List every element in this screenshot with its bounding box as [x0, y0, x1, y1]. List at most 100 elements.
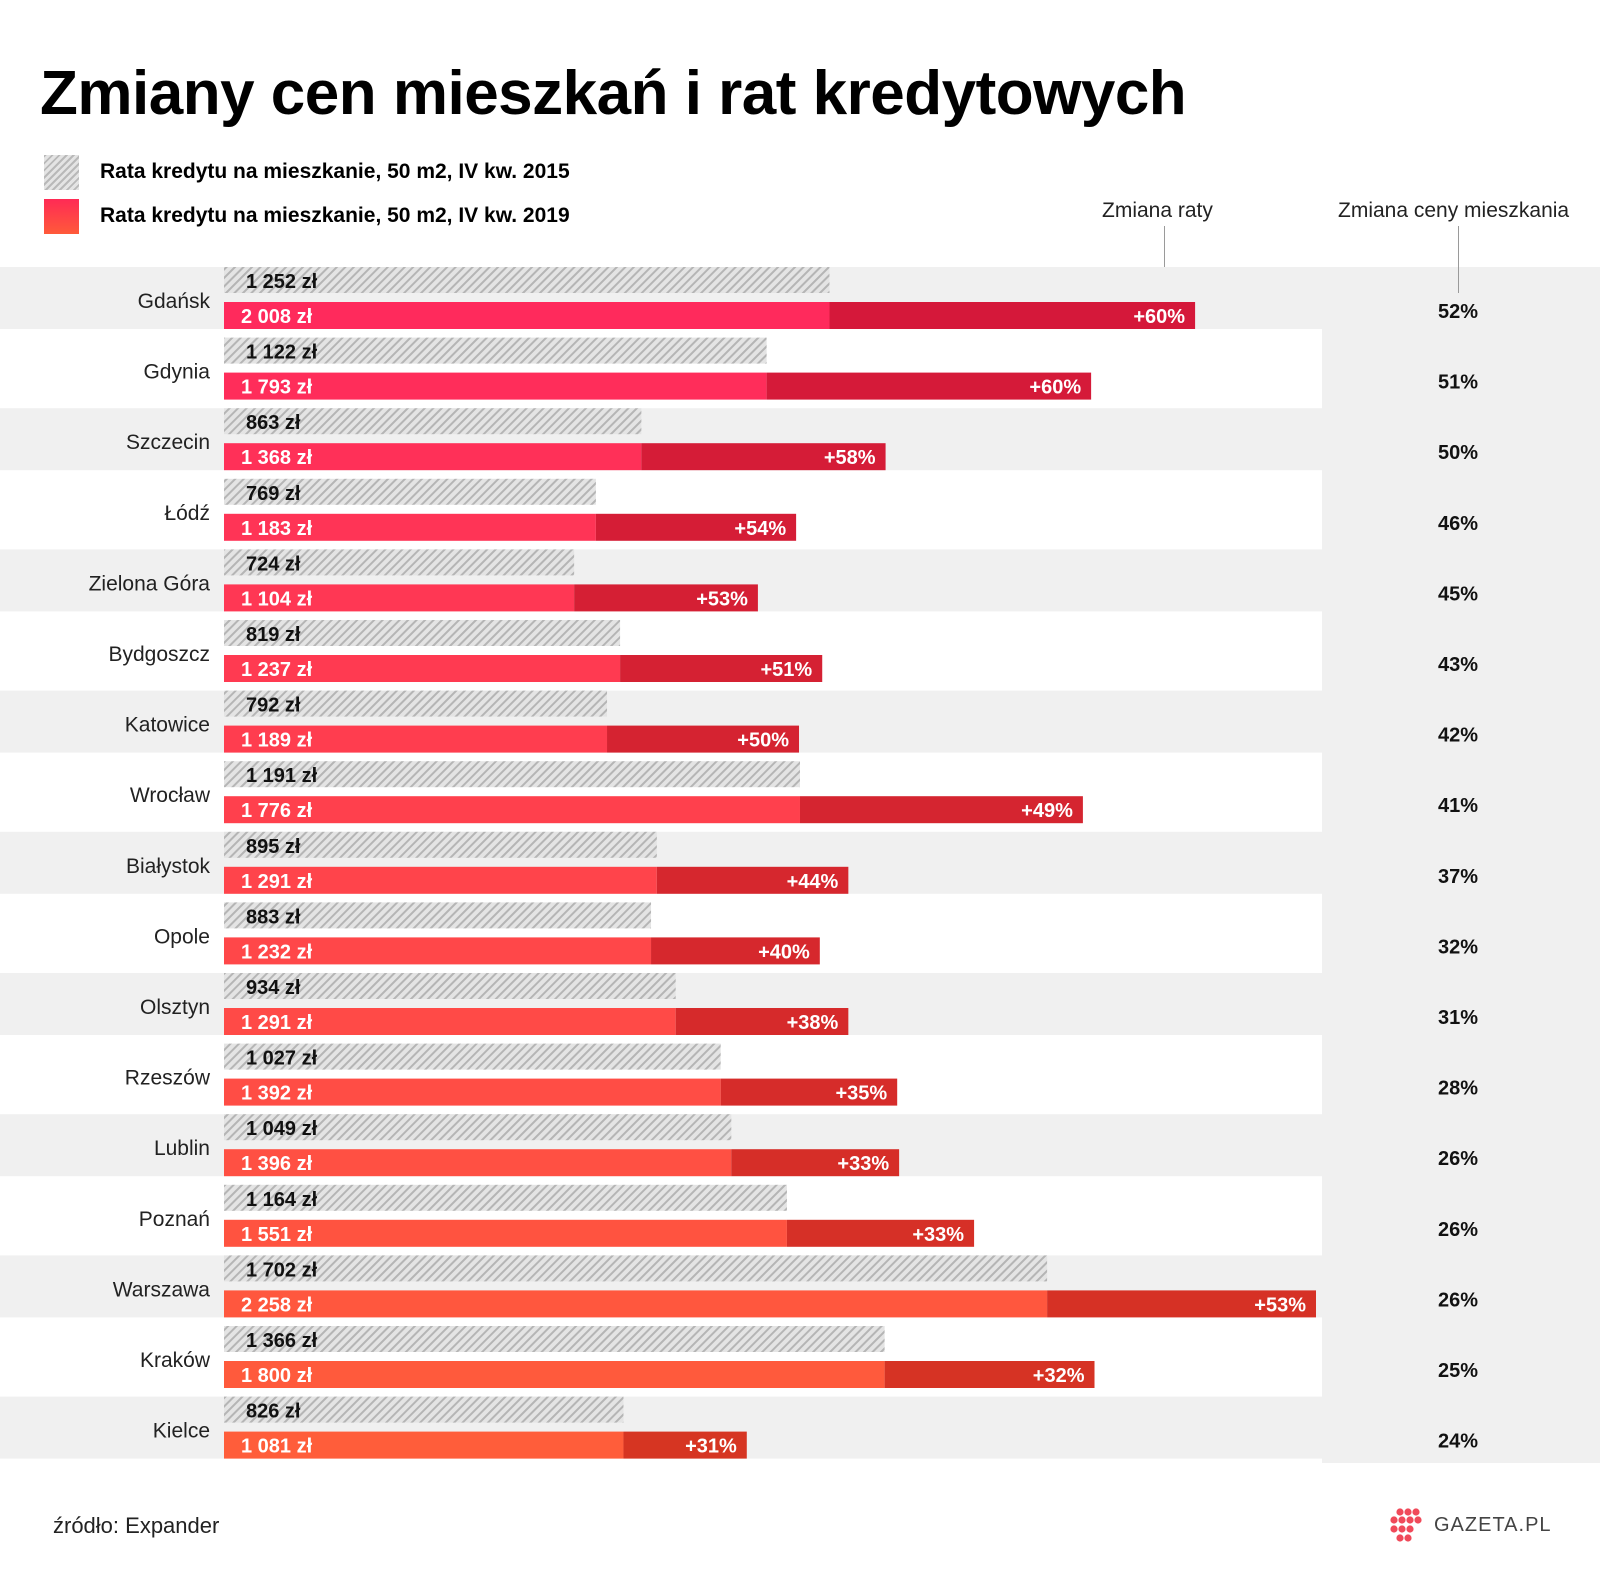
bar-2015-label: 1 049 zł [246, 1118, 318, 1140]
bar-2015-label: 1 191 zł [246, 765, 318, 787]
city-label: Zielona Góra [89, 572, 211, 595]
bar-2019-base [224, 866, 657, 894]
bar-2019-increase [675, 1008, 849, 1035]
bar-2019-label: 1 104 zł [241, 588, 313, 610]
bar-2015 [224, 1396, 624, 1423]
bar-2015 [224, 337, 767, 364]
bar-2019-base [224, 1431, 624, 1459]
city-label: Gdynia [143, 361, 210, 384]
bar-chart: Gdańsk 1 252 zł 2 008 zł +60% 52% Gdynia 1 122… [0, 267, 1478, 1459]
bar-2015-label: 1 122 zł [246, 342, 318, 364]
rate-change-label: +44% [787, 871, 839, 893]
bar-2015-label: 724 zł [246, 553, 301, 575]
legend-item-2015: Rata kredytu na mieszkanie, 50 m2, IV kw… [44, 154, 570, 190]
city-label: Poznań [139, 1208, 210, 1231]
price-change-value: 46% [1438, 513, 1478, 535]
bar-2019-base [224, 513, 596, 541]
rate-change-label: +50% [737, 730, 789, 752]
bar-2019-label: 1 291 zł [241, 1012, 313, 1034]
city-label: Olsztyn [140, 996, 210, 1019]
city-label: Białystok [126, 855, 211, 878]
bar-2019-label: 1 237 zł [241, 659, 313, 681]
bar-2019-base [224, 1008, 676, 1035]
bar-2019-increase [766, 372, 1092, 400]
bar-2019-label: 1 396 zł [241, 1153, 313, 1175]
price-change-value: 26% [1438, 1148, 1478, 1170]
bar-2015 [224, 1114, 732, 1141]
bar-2015 [224, 1255, 1048, 1282]
rate-change-label: +35% [835, 1083, 887, 1105]
bar-2019-base [224, 1290, 1048, 1318]
bar-2015 [224, 478, 596, 505]
legend-label-2015: Rata kredytu na mieszkanie, 50 m2, IV kw… [100, 160, 570, 183]
bar-2019-label: 1 776 zł [241, 800, 313, 822]
price-change-value: 31% [1438, 1007, 1478, 1029]
bar-2019-base [224, 725, 608, 753]
rate-change-label: +40% [758, 941, 810, 963]
city-label: Szczecin [126, 431, 210, 454]
chart-title: Zmiany cen mieszkań i rat kredytowych [40, 59, 1187, 128]
bar-2015-label: 1 164 zł [246, 1189, 318, 1211]
bar-2019-label: 1 189 zł [241, 730, 313, 752]
bar-2019-increase [884, 1361, 1095, 1388]
bar-2019-increase [641, 443, 886, 471]
city-label: Rzeszów [125, 1067, 211, 1090]
bar-2015 [224, 267, 830, 293]
bar-2015 [224, 408, 642, 435]
bar-2019-base [224, 443, 642, 471]
bar-2019-base [224, 937, 652, 965]
rate-change-label: +32% [1033, 1365, 1085, 1387]
bar-2019-label: 1 291 zł [241, 871, 313, 893]
legend-swatch-hatched [44, 154, 79, 190]
bar-2019-increase [651, 937, 820, 965]
gazeta-logo: GAZETA.PL [1390, 1508, 1552, 1542]
bar-2015-label: 769 zł [246, 483, 301, 505]
bar-2019-increase [786, 1219, 975, 1247]
bar-2019-label: 2 008 zł [241, 306, 313, 328]
price-change-value: 26% [1438, 1219, 1478, 1241]
bar-2015-label: 792 zł [246, 695, 301, 717]
rate-change-label: +38% [787, 1012, 839, 1034]
bar-2019-increase [595, 513, 797, 541]
rate-change-label: +53% [696, 588, 748, 610]
rate-change-label: +33% [837, 1153, 889, 1175]
bar-2019-base [224, 372, 767, 400]
legend-item-2019: Rata kredytu na mieszkanie, 50 m2, IV kw… [44, 198, 570, 234]
bar-2019-increase [656, 866, 849, 894]
bar-2019-increase [731, 1149, 900, 1177]
bar-2015-label: 863 zł [246, 412, 301, 434]
bar-2019-increase [829, 302, 1196, 329]
rate-change-label: +33% [912, 1224, 964, 1246]
city-label: Wrocław [130, 784, 211, 807]
city-label: Łódź [164, 502, 210, 525]
bar-2019-increase [1047, 1290, 1316, 1318]
legend-swatch-red [44, 198, 79, 234]
bar-2019-base [224, 1149, 732, 1177]
bar-2015-label: 1 366 zł [246, 1330, 318, 1352]
price-change-header: Zmiana ceny mieszkania [1338, 199, 1570, 222]
rate-change-label: +53% [1254, 1294, 1306, 1316]
gazeta-dots-logo-icon [1390, 1508, 1422, 1542]
city-label: Lublin [154, 1137, 210, 1160]
bar-2019-label: 1 793 zł [241, 377, 313, 399]
city-label: Warszawa [113, 1278, 211, 1301]
bar-2019-label: 1 081 zł [241, 1436, 313, 1458]
bar-2015 [224, 1043, 721, 1070]
bar-2019-increase [607, 725, 800, 753]
legend-label-2019: Rata kredytu na mieszkanie, 50 m2, IV kw… [100, 204, 570, 227]
bar-2019-label: 1 368 zł [241, 447, 313, 469]
city-label: Gdańsk [138, 290, 211, 313]
price-change-value: 43% [1438, 654, 1478, 676]
price-change-value: 50% [1438, 442, 1478, 464]
bar-2015-label: 1 252 zł [246, 271, 318, 293]
rate-change-label: +51% [761, 659, 813, 681]
bar-2019-label: 1 183 zł [241, 518, 313, 540]
price-change-value: 52% [1438, 301, 1478, 323]
bar-2019-label: 1 232 zł [241, 941, 313, 963]
bar-2015-label: 883 zł [246, 906, 301, 928]
bar-2019-label: 2 258 zł [241, 1294, 313, 1316]
bar-2019-base [224, 796, 800, 824]
bar-2015-label: 826 zł [246, 1401, 301, 1423]
bar-2019-increase [799, 796, 1083, 824]
price-change-value: 24% [1438, 1431, 1478, 1453]
